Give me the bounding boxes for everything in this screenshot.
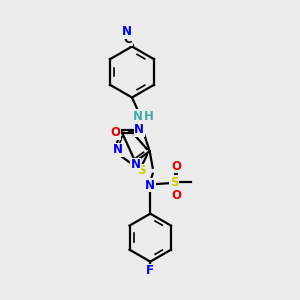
Text: O: O [111,126,121,139]
Text: H: H [144,110,154,124]
Text: N: N [145,178,155,192]
Text: N: N [113,143,123,156]
Text: F: F [146,264,154,277]
Text: N: N [122,26,132,38]
Text: S: S [137,164,145,177]
Text: N: N [134,123,144,136]
Text: O: O [172,188,182,202]
Text: N: N [133,110,143,123]
Text: S: S [170,176,178,189]
Text: N: N [130,158,141,172]
Text: O: O [172,160,182,173]
Text: C: C [123,33,132,46]
